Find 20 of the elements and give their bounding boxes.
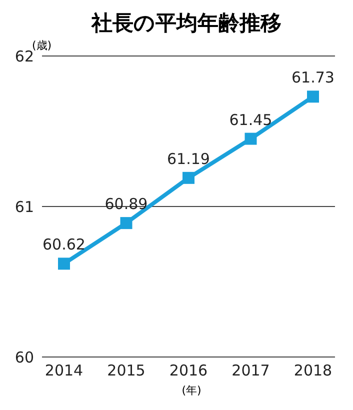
point <box>182 172 194 184</box>
data-label: 61.73 <box>292 68 334 87</box>
data-label: 61.45 <box>229 110 272 129</box>
point <box>58 258 70 270</box>
y-tick-label: 62 <box>14 47 34 66</box>
x-tick-label: 2017 <box>232 362 270 380</box>
x-tick-label: 2014 <box>44 362 84 380</box>
x-axis-title: (年) <box>180 383 202 398</box>
x-tick-label: 2015 <box>107 362 146 380</box>
y-axis-title: (歳) <box>32 38 52 52</box>
chart-title: 社長の平均年齢推移 <box>92 11 282 35</box>
y-tick-label: 61 <box>14 198 34 216</box>
data-label: 60.62 <box>42 236 86 254</box>
x-tick-label: 2016 <box>169 362 208 380</box>
data-label: 61.19 <box>167 150 210 168</box>
point <box>120 217 132 230</box>
point <box>307 90 319 103</box>
y-tick-label: 60 <box>14 348 34 366</box>
x-tick-label: 2018 <box>294 362 332 380</box>
point <box>244 132 257 145</box>
